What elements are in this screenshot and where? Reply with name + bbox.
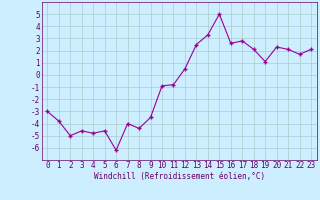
X-axis label: Windchill (Refroidissement éolien,°C): Windchill (Refroidissement éolien,°C) (94, 172, 265, 181)
